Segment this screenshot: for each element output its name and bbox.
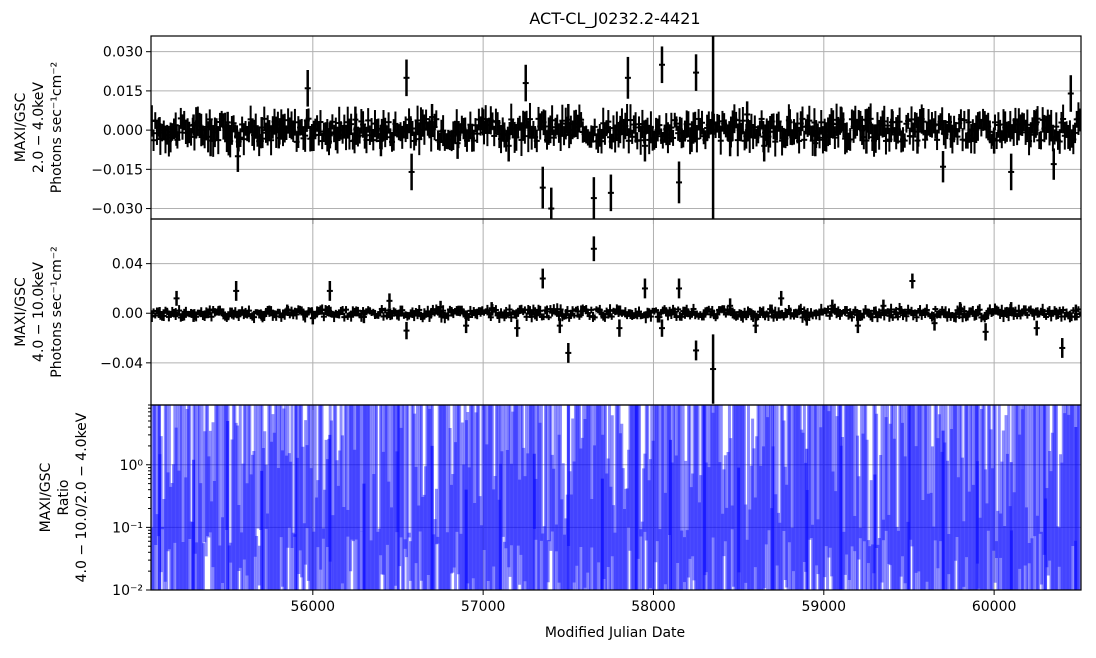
y-tick-label: 10⁻² <box>112 583 143 599</box>
y-tick-label: 10⁻¹ <box>112 520 143 536</box>
panel-hardness-ratio: 10⁻² 10⁻¹ 10⁰ 56000 57000 58000 59000 60000 MAXI… <box>38 404 1082 615</box>
y-tick-label: 0.015 <box>103 84 143 100</box>
y-axis-label-line: 4.0 − 10.0/2.0 − 4.0keV <box>74 412 90 582</box>
y-axis-label-line: Ratio <box>56 480 72 516</box>
axes-frame <box>150 404 1082 591</box>
y-axis-label-line: 4.0 − 10.0keV <box>31 262 47 362</box>
y-tick-label: 0.000 <box>103 123 143 139</box>
y-axis-label-line: Photons sec⁻¹cm⁻² <box>49 62 65 194</box>
y-axis-label-line: MAXI/GSC <box>13 277 29 347</box>
plot-area <box>151 236 1081 404</box>
y-axis-label-line: 2.0 − 4.0keV <box>31 82 47 173</box>
x-tick-label: 60000 <box>972 599 1017 615</box>
y-axis-label-line: MAXI/GSC <box>13 92 29 162</box>
y-tick-label: −0.015 <box>91 162 143 178</box>
x-axis-label: Modified Julian Date <box>545 625 685 641</box>
light-curve-steps <box>151 102 1081 158</box>
x-tick-label: 57000 <box>461 599 506 615</box>
y-axis-label-line: Photons sec⁻¹cm⁻² <box>49 246 65 378</box>
plot-area <box>151 405 1081 590</box>
y-tick-label: −0.030 <box>91 202 143 218</box>
ratio-errorbars <box>151 405 1081 590</box>
y-tick-label: 0.030 <box>103 45 143 61</box>
x-tick-label: 58000 <box>631 599 676 615</box>
plot-area <box>151 36 1081 219</box>
chart-title: ACT-CL_J0232.2-4421 <box>529 9 700 29</box>
light-curve-steps <box>151 302 1081 324</box>
y-tick-label: 0.04 <box>112 257 143 273</box>
x-tick-label: 56000 <box>291 599 336 615</box>
y-axis-label-line: MAXI/GSC <box>38 462 54 532</box>
panel-hard-band: −0.04 0.00 0.04 MAXI/GSC 4.0 − 10.0keV Photon… <box>13 218 1082 410</box>
x-tick-label: 59000 <box>802 599 847 615</box>
y-tick-label: 0.00 <box>112 306 143 322</box>
y-tick-label: −0.04 <box>100 356 143 372</box>
panel-soft-band: −0.030 −0.015 0.000 0.015 0.030 MAXI/GSC 2.0 −… <box>13 35 1082 224</box>
y-tick-label: 10⁰ <box>120 458 144 474</box>
